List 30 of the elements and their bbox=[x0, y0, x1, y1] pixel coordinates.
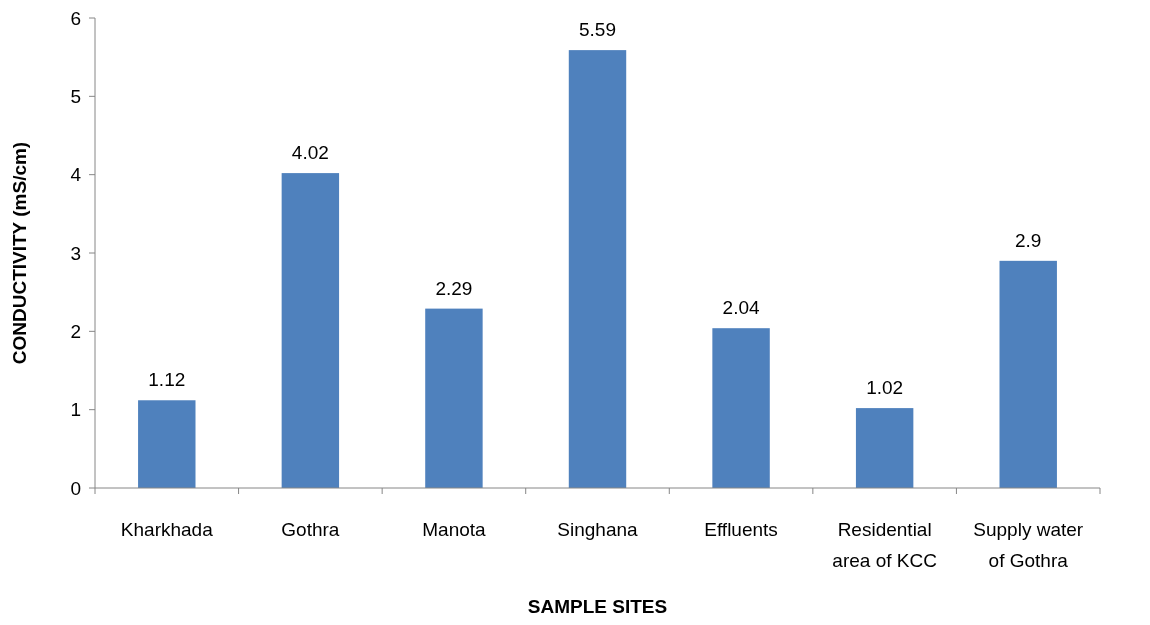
x-tick-label: Supply water of Gothra bbox=[973, 519, 1084, 571]
bar bbox=[855, 408, 914, 488]
data-label: 2.9 bbox=[1015, 229, 1042, 251]
bar bbox=[568, 50, 627, 488]
x-tick-label: Residential area of KCC bbox=[832, 519, 937, 571]
data-label: 5.59 bbox=[579, 19, 616, 41]
x-tick-label: Gothra bbox=[281, 519, 340, 540]
x-tick-label: Singhana bbox=[557, 519, 639, 540]
data-label: 1.02 bbox=[866, 377, 904, 399]
y-tick-label: 0 bbox=[70, 477, 81, 499]
bar bbox=[425, 308, 483, 488]
x-tick-label: Manota bbox=[422, 519, 487, 540]
x-tick-label: Effluents bbox=[704, 519, 778, 540]
x-axis-title: SAMPLE SITES bbox=[527, 596, 668, 617]
y-tick-label: 1 bbox=[70, 399, 81, 421]
data-label: 1.12 bbox=[148, 369, 186, 391]
y-tick-label: 2 bbox=[70, 320, 81, 342]
bar bbox=[999, 260, 1057, 488]
y-tick-label: 5 bbox=[70, 85, 81, 107]
y-tick-label: 6 bbox=[70, 7, 81, 29]
bar bbox=[712, 328, 770, 488]
y-tick-label: 3 bbox=[70, 242, 81, 264]
x-tick-label: Kharkhada bbox=[120, 519, 214, 540]
data-label: 4.02 bbox=[291, 142, 329, 164]
y-tick-label: 4 bbox=[70, 164, 82, 186]
data-label: 2.29 bbox=[435, 277, 473, 299]
data-label: 2.04 bbox=[722, 297, 760, 319]
bar bbox=[138, 400, 196, 488]
bar bbox=[281, 173, 340, 488]
y-axis-title: CONDUCTIVITY (mS/cm) bbox=[9, 141, 30, 365]
